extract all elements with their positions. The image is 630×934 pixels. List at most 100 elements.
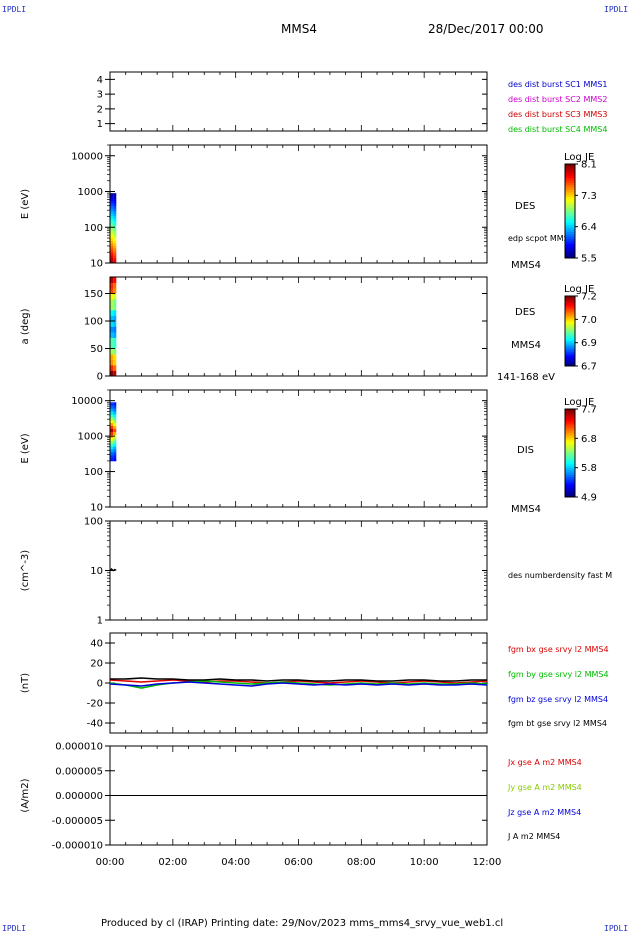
colorbar-swatch	[565, 189, 575, 193]
colorbar-swatch	[565, 329, 575, 332]
colorbar-swatch	[565, 164, 575, 167]
y-tick-label: 0.000005	[55, 766, 103, 777]
des-energy-cell	[110, 233, 114, 236]
colorbar-swatch	[565, 343, 575, 346]
des-energy-cell	[113, 218, 117, 221]
colorbar-swatch	[565, 420, 575, 423]
y-tick-label: 10000	[71, 151, 103, 162]
pitch-angle-cell	[113, 310, 117, 316]
y-tick-label: 1000	[78, 187, 103, 198]
current-series-label: Jx gse A m2 MMS4	[507, 758, 582, 767]
dis-energy-cell	[110, 419, 114, 424]
colorbar-swatch	[565, 327, 575, 330]
y-tick-label: 1	[97, 119, 103, 130]
des-energy-cell	[110, 243, 114, 246]
dis-energy-cell	[113, 446, 117, 450]
colorbar-swatch	[565, 359, 575, 362]
des-energy-cell	[113, 253, 117, 256]
time-tick-label: 12:00	[473, 857, 502, 868]
colorbar-swatch	[565, 243, 575, 247]
des-energy-cell	[113, 215, 117, 219]
colorbar-swatch	[565, 417, 575, 421]
y-axis-label: E (eV)	[20, 433, 31, 463]
colorbar-swatch	[565, 409, 575, 412]
pitch-angle-cell	[110, 326, 114, 333]
dis-energy-cell	[113, 455, 117, 459]
colorbar-swatch	[565, 250, 575, 254]
colorbar-swatch	[565, 486, 575, 489]
des-energy-cell	[113, 208, 117, 212]
colorbar-swatch	[565, 215, 575, 219]
colorbar-swatch	[565, 325, 575, 328]
density-series-line	[109, 568, 117, 572]
pitch-angle-cell	[113, 321, 117, 327]
colorbar-swatch	[565, 222, 575, 226]
colorbar-swatch	[565, 450, 575, 454]
colorbar-title: Log JE	[564, 152, 594, 163]
des-spacecraft-label: MMS4	[511, 260, 541, 271]
pitch-angle-cell	[113, 348, 117, 355]
y-axis-label: (nT)	[20, 673, 31, 693]
colorbar-swatch	[565, 322, 575, 325]
des-energy-cell	[110, 235, 114, 239]
colorbar-swatch	[565, 234, 575, 238]
bfield-series-line	[109, 679, 488, 684]
y-tick-label: 100	[84, 467, 103, 478]
dis-energy-cell	[110, 428, 114, 432]
des-energy-cell	[110, 200, 114, 204]
colorbar-tick-label: 7.2	[581, 292, 597, 303]
des-energy-bg	[110, 145, 487, 263]
pitch-angle-cell	[110, 354, 114, 360]
des-energy-cell	[110, 203, 114, 207]
time-tick-label: 04:00	[221, 857, 250, 868]
colorbar-swatch	[565, 339, 575, 342]
des-energy-cell	[110, 255, 114, 259]
des-energy-cell	[110, 223, 114, 226]
y-tick-label: 1000	[78, 432, 103, 443]
density-series-label: des numberdensity fast M	[508, 571, 612, 580]
colorbar-swatch	[565, 304, 575, 307]
colorbar-swatch	[565, 255, 575, 259]
pitch-angle-cell	[113, 354, 117, 360]
colorbar-swatch	[565, 180, 575, 184]
colorbar-swatch	[565, 297, 575, 300]
footer-credit: Produced by cl (IRAP) Printing date: 29/…	[101, 918, 504, 929]
colorbar-title: Log JE	[564, 397, 594, 408]
colorbar-swatch	[565, 166, 575, 170]
colorbar-swatch	[565, 345, 575, 348]
colorbar-swatch	[565, 211, 575, 214]
colorbar-swatch	[565, 253, 575, 257]
colorbar-swatch	[565, 444, 575, 447]
colorbar-swatch	[565, 299, 575, 302]
pitch-angle-cell	[110, 304, 114, 311]
burst-panel-frame	[109, 71, 488, 132]
dis-energy-cell	[113, 405, 117, 409]
colorbar-swatch	[565, 201, 575, 205]
colorbar-swatch	[565, 472, 575, 476]
dis-energy-cell	[110, 457, 114, 462]
colorbar-tick-label: 8.1	[581, 160, 597, 171]
des-energy-cell	[110, 228, 114, 231]
colorbar-swatch	[565, 232, 575, 235]
corner-label-top-left: IPDLI	[2, 5, 27, 14]
pitch-angle-cell	[110, 321, 114, 327]
colorbar-swatch	[565, 310, 575, 313]
dis-energy-cell	[113, 419, 117, 424]
dis-energy-cell	[113, 402, 117, 406]
dis-energy-cell	[110, 425, 114, 430]
bfield-series-label: fgm bx gse srvy l2 MMS4	[508, 645, 609, 654]
dis-energy-cell	[113, 443, 117, 447]
colorbar-swatch	[565, 206, 575, 210]
bfield-series-line	[109, 681, 488, 687]
y-tick-label: -0.000010	[52, 841, 103, 852]
des-energy-cell	[113, 235, 117, 239]
des-energy-cell	[113, 220, 117, 224]
colorbar-swatch	[565, 357, 575, 360]
dis-energy-cell	[113, 425, 117, 430]
des-instrument-label: DES	[515, 201, 535, 212]
dis-energy-cell	[113, 452, 117, 456]
des-energy-cell	[110, 213, 114, 216]
des-energy-cell	[113, 255, 117, 259]
colorbar-swatch	[565, 341, 575, 344]
pitch-angle-cell	[113, 304, 117, 311]
